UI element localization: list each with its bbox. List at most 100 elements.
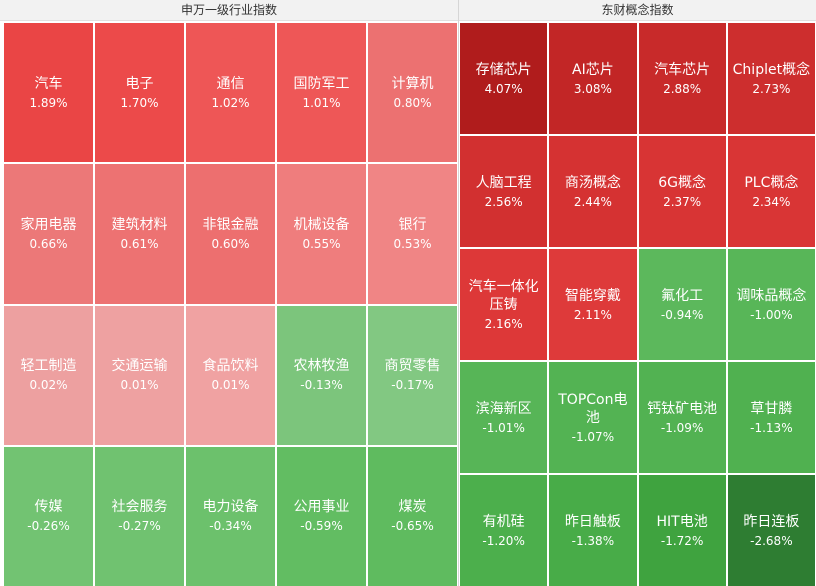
sw-industry-panel: 申万一级行业指数 汽车 1.89% 电子 1.70% 通信 1.02% 国防军工 1.01% 计…: [0, 0, 458, 586]
tile-name: 存储芯片: [475, 61, 532, 78]
right_panel-tile[interactable]: HIT电池 -1.72%: [638, 475, 726, 586]
tile-name: AI芯片: [572, 61, 614, 78]
tile-name: 汽车一体化压铸: [468, 278, 539, 313]
left_panel-tile[interactable]: 非银金融 0.60%: [186, 164, 275, 304]
left_panel-tile[interactable]: 计算机 0.80%: [368, 23, 457, 163]
tile-name: 草甘膦: [750, 400, 793, 417]
right_panel-tile[interactable]: PLC概念 2.34%: [727, 136, 815, 247]
tile-change-percent: -1.72%: [660, 533, 704, 548]
left_panel-tile[interactable]: 通信 1.02%: [186, 23, 275, 163]
tile-name: 轻工制造: [20, 358, 77, 375]
tile-name: 通信: [216, 75, 245, 92]
right_panel-tile[interactable]: AI芯片 3.08%: [549, 23, 637, 134]
tile-name: 公用事业: [293, 499, 350, 516]
left_panel-tile[interactable]: 社会服务 -0.27%: [95, 446, 184, 586]
left_panel-tile[interactable]: 汽车 1.89%: [4, 23, 93, 163]
tile-name: Chiplet概念: [732, 61, 811, 78]
right_panel-tile[interactable]: 汽车一体化压铸 2.16%: [460, 249, 548, 360]
tile-change-percent: 0.66%: [29, 236, 68, 251]
tile-change-percent: 3.08%: [573, 81, 612, 96]
right_panel-tile[interactable]: 滨海新区 -1.01%: [460, 362, 548, 473]
left_panel-tile[interactable]: 电子 1.70%: [95, 23, 184, 163]
tile-name: 昨日触板: [564, 513, 621, 530]
tile-name: 银行: [398, 216, 427, 233]
tile-change-percent: 2.11%: [573, 307, 612, 322]
right_panel-tile[interactable]: 氟化工 -0.94%: [638, 249, 726, 360]
tile-name: 农林牧渔: [293, 358, 350, 375]
left_panel-tile[interactable]: 家用电器 0.66%: [4, 164, 93, 304]
right_panel-tile[interactable]: 昨日连板 -2.68%: [727, 475, 815, 586]
right_panel-tile[interactable]: 6G概念 2.37%: [638, 136, 726, 247]
tile-name: 社会服务: [111, 499, 168, 516]
tile-change-percent: 0.61%: [120, 236, 159, 251]
tile-name: 汽车芯片: [654, 61, 711, 78]
tile-change-percent: 2.37%: [663, 194, 702, 209]
right_panel-tile[interactable]: 汽车芯片 2.88%: [638, 23, 726, 134]
left_panel-tile[interactable]: 银行 0.53%: [368, 164, 457, 304]
left_panel-tile[interactable]: 电力设备 -0.34%: [186, 446, 275, 586]
tile-name: 电子: [125, 75, 154, 92]
tile-change-percent: 2.56%: [484, 194, 523, 209]
right_panel-tile[interactable]: 存储芯片 4.07%: [460, 23, 548, 134]
right_panel-tile[interactable]: 有机硅 -1.20%: [460, 475, 548, 586]
right_panel-tile[interactable]: Chiplet概念 2.73%: [727, 23, 815, 134]
tile-change-percent: -0.26%: [27, 519, 70, 534]
tile-name: 钙钛矿电池: [647, 400, 718, 417]
right_panel-tile[interactable]: 草甘膦 -1.13%: [727, 362, 815, 473]
right_panel-tile[interactable]: 昨日触板 -1.38%: [549, 475, 637, 586]
tile-change-percent: 2.73%: [752, 81, 791, 96]
tile-change-percent: 0.01%: [211, 378, 250, 393]
tile-change-percent: 2.88%: [663, 81, 702, 96]
right_panel-tile[interactable]: 人脑工程 2.56%: [460, 136, 548, 247]
tile-change-percent: -0.94%: [660, 307, 704, 322]
tile-change-percent: 0.53%: [393, 236, 432, 251]
tile-change-percent: 1.02%: [211, 95, 250, 110]
tile-change-percent: 1.89%: [29, 95, 68, 110]
tile-change-percent: 0.01%: [120, 378, 159, 393]
tile-name: 有机硅: [482, 513, 525, 530]
tile-change-percent: -0.59%: [300, 519, 343, 534]
tile-name: 计算机: [391, 75, 434, 92]
tile-change-percent: -0.17%: [391, 378, 434, 393]
tile-name: 氟化工: [661, 287, 704, 304]
tile-name: 商汤概念: [564, 174, 621, 191]
left_panel-tile[interactable]: 建筑材料 0.61%: [95, 164, 184, 304]
left_panel-tile[interactable]: 传媒 -0.26%: [4, 446, 93, 586]
tile-name: 昨日连板: [743, 513, 800, 530]
sw-industry-treemap: 汽车 1.89% 电子 1.70% 通信 1.02% 国防军工 1.01% 计算机 0.80% 家用…: [0, 21, 458, 586]
tile-change-percent: -1.20%: [482, 533, 525, 548]
tile-name: 机械设备: [293, 216, 350, 233]
tile-change-percent: 1.01%: [302, 95, 341, 110]
tile-change-percent: 0.80%: [393, 95, 432, 110]
right_panel-tile[interactable]: 钙钛矿电池 -1.09%: [638, 362, 726, 473]
panel-divider: [458, 0, 459, 586]
tile-change-percent: -1.13%: [750, 420, 793, 435]
tile-name: 汽车: [34, 75, 63, 92]
tile-name: HIT电池: [656, 513, 708, 530]
tile-change-percent: -1.07%: [571, 429, 615, 444]
tile-name: 非银金融: [202, 216, 259, 233]
tile-name: PLC概念: [744, 174, 799, 191]
tile-name: 商贸零售: [384, 358, 441, 375]
right_panel-tile[interactable]: TOPCon电池 -1.07%: [549, 362, 637, 473]
tile-change-percent: 2.44%: [573, 194, 612, 209]
tile-name: TOPCon电池: [558, 391, 628, 426]
left_panel-tile[interactable]: 轻工制造 0.02%: [4, 305, 93, 445]
left_panel-tile[interactable]: 交通运输 0.01%: [95, 305, 184, 445]
left_panel-tile[interactable]: 农林牧渔 -0.13%: [277, 305, 366, 445]
left_panel-tile[interactable]: 商贸零售 -0.17%: [368, 305, 457, 445]
tile-change-percent: 2.34%: [752, 194, 791, 209]
left_panel-tile[interactable]: 公用事业 -0.59%: [277, 446, 366, 586]
left_panel-tile[interactable]: 国防军工 1.01%: [277, 23, 366, 163]
tile-change-percent: -0.34%: [209, 519, 252, 534]
tile-name: 传媒: [34, 499, 63, 516]
left_panel-tile[interactable]: 机械设备 0.55%: [277, 164, 366, 304]
right_panel-tile[interactable]: 商汤概念 2.44%: [549, 136, 637, 247]
panel-title-sw-industry: 申万一级行业指数: [0, 0, 458, 21]
right_panel-tile[interactable]: 调味品概念 -1.00%: [727, 249, 815, 360]
left_panel-tile[interactable]: 煤炭 -0.65%: [368, 446, 457, 586]
right_panel-tile[interactable]: 智能穿戴 2.11%: [549, 249, 637, 360]
tile-change-percent: 2.16%: [484, 316, 523, 331]
left_panel-tile[interactable]: 食品饮料 0.01%: [186, 305, 275, 445]
tile-change-percent: 0.60%: [211, 236, 250, 251]
